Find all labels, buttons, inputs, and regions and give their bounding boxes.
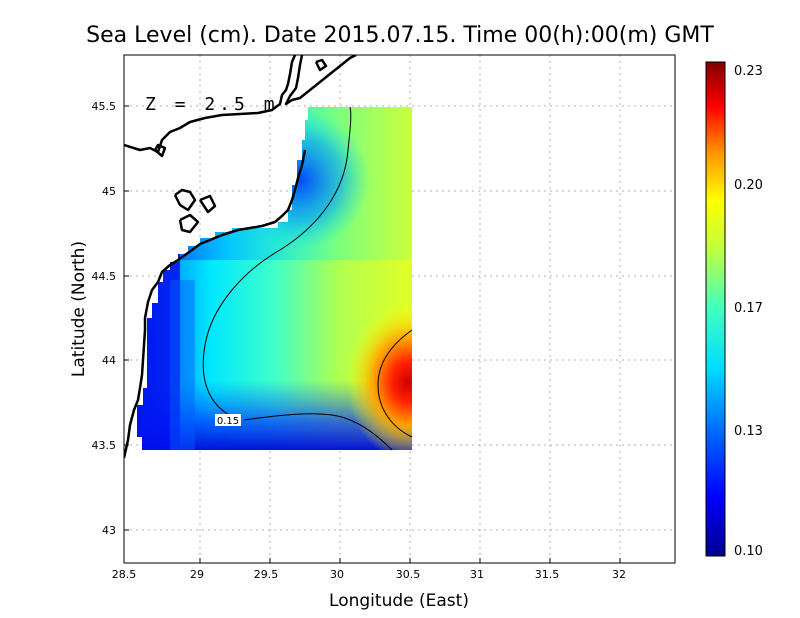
coastline-mainland [124,55,297,154]
x-axis-title: Longitude (East) [329,591,469,611]
y-tick-label: 44.5 [92,270,117,283]
colorbar-label: 0.17 [734,301,763,316]
coastline-bay [153,143,167,158]
x-axis-ticks [199,558,621,563]
coastline [124,55,357,459]
map-title: Sea Level (cm). Date 2015.07.15. Time 00… [86,23,714,48]
y-tick-label: 45.5 [92,100,117,113]
x-tick-labels: 28.5 29 29.5 30 30.5 31 31.5 32 [112,568,626,581]
y-axis-ticks [124,105,129,531]
coastline-north [284,55,357,106]
x-tick-label: 28.5 [112,568,137,581]
x-tick-label: 30.5 [396,568,421,581]
colorbar-label: 0.20 [734,178,763,193]
y-tick-label: 45 [102,185,116,198]
contour-lines [202,106,413,451]
y-tick-label: 43 [102,524,116,537]
colorbar: 0.23 0.20 0.17 0.13 0.10 [705,61,763,559]
coastline-lake [314,58,328,72]
colorbar-label: 0.13 [734,424,763,439]
x-tick-label: 31.5 [535,568,560,581]
y-axis-title: Latitude (North) [69,241,89,377]
coastline-lagoon-3 [198,194,217,214]
contour-015-south [243,413,393,451]
contour-015-west [202,106,352,421]
x-tick-label: 32 [612,568,626,581]
colorbar-label: 0.10 [734,544,763,559]
contour-label: 0.15 [217,416,239,427]
y-tick-label: 44 [102,354,116,367]
depth-label: Z = 2.5 m [145,94,279,115]
y-tick-labels: 43 43.5 44 44.5 45 45.5 [92,100,117,537]
coastline-south [124,149,307,459]
x-tick-label: 29 [190,568,204,581]
colorbar-scale [705,61,726,557]
x-tick-label: 30 [330,568,344,581]
contour-label-group: 0.15 [215,414,241,427]
y-tick-label: 43.5 [92,439,117,452]
colorbar-label: 0.23 [734,64,763,79]
contour-019-east [377,329,413,438]
plot-frame [123,54,676,564]
coastline-lagoon-2 [178,213,200,234]
x-tick-label: 29.5 [254,568,279,581]
coastline-lagoon-1 [173,188,197,212]
x-tick-label: 31 [470,568,484,581]
